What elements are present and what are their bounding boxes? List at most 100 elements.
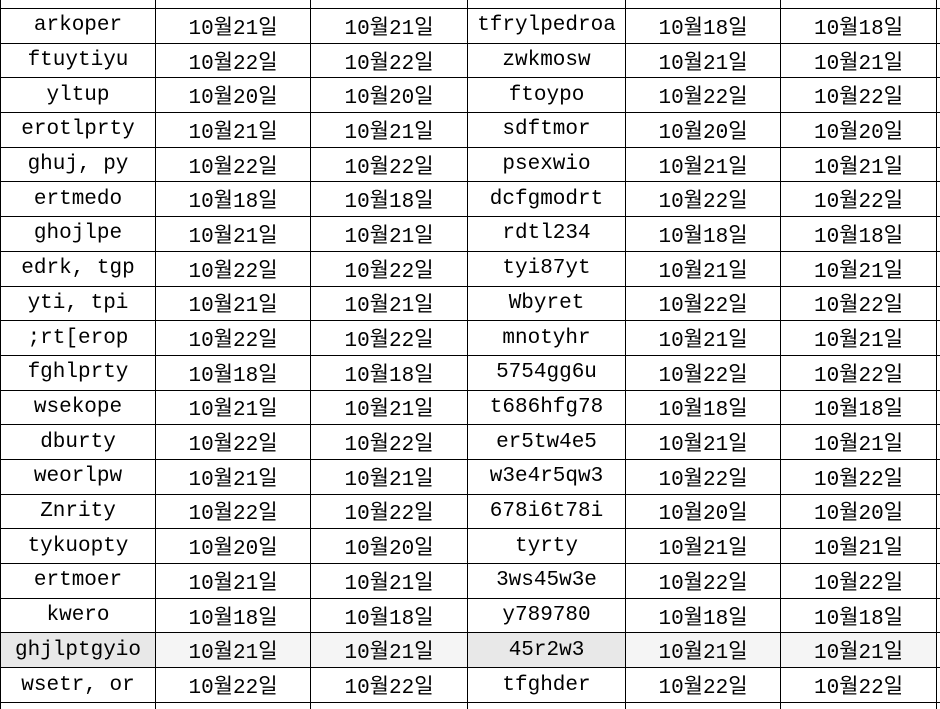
date-cell[interactable]: 10월22일 [625,667,781,703]
date-cell[interactable]: 10월21일 [780,146,937,183]
name-cell[interactable]: yti, tpi [0,285,156,322]
date-cell[interactable]: 10월21일 [310,632,468,669]
name-cell[interactable]: w3e4r5qw3 [467,458,626,495]
date-cell[interactable]: 10월18일 [625,597,781,634]
date-cell[interactable]: 10월22일 [155,42,311,79]
name-cell[interactable]: y789780 [467,597,626,634]
date-cell[interactable]: 10월22일 [780,77,937,114]
date-cell[interactable]: 10월21일 [310,389,468,426]
name-cell[interactable]: er5tw4e5 [467,424,626,460]
date-cell[interactable]: 10월20일 [625,493,781,530]
date-cell[interactable]: 10월21일 [155,216,311,252]
date-cell[interactable]: 10월22일 [780,667,937,703]
name-cell[interactable]: zwkmosw [467,42,626,79]
date-cell[interactable]: 10월20일 [155,528,311,564]
date-cell[interactable]: 10월21일 [625,42,781,79]
date-cell[interactable]: 10월18일 [155,181,311,218]
date-cell[interactable]: 10월22일 [155,320,311,356]
date-cell[interactable]: 10월20일 [625,112,781,148]
name-cell[interactable]: Wbyret [467,285,626,322]
date-cell[interactable]: 10월18일 [780,8,937,44]
name-cell[interactable]: 678i6t78i [467,493,626,530]
date-cell[interactable]: 10월20일 [780,493,937,530]
date-cell[interactable]: 10월22일 [310,320,468,356]
date-cell[interactable]: 10월21일 [310,458,468,495]
name-cell[interactable]: rdtl234 [467,216,626,252]
name-cell[interactable]: wsekope [0,389,156,426]
date-cell[interactable]: 10월22일 [780,285,937,322]
date-cell[interactable]: 10월21일 [155,112,311,148]
date-cell[interactable]: 10월22일 [155,493,311,530]
date-cell[interactable]: 10월21일 [310,285,468,322]
name-cell[interactable]: psexwio [467,146,626,183]
date-cell[interactable]: 10월18일 [780,597,937,634]
date-cell[interactable]: 10월21일 [625,320,781,356]
date-cell[interactable]: 10월20일 [780,112,937,148]
date-cell[interactable]: 10월22일 [625,563,781,599]
name-cell[interactable]: tyi87yt [467,250,626,287]
name-cell[interactable]: ghjlptgyio [0,632,156,669]
date-cell[interactable]: 10월22일 [780,563,937,599]
name-cell[interactable]: erotlprty [0,112,156,148]
date-cell[interactable]: 10월21일 [155,389,311,426]
date-cell[interactable]: 10월18일 [155,597,311,634]
name-cell[interactable]: 3ws45w3e [467,563,626,599]
date-cell[interactable]: 10월21일 [625,146,781,183]
name-cell[interactable]: sdftmor [467,112,626,148]
date-cell[interactable]: 10월21일 [625,632,781,669]
date-cell[interactable]: 10월21일 [780,424,937,460]
name-cell[interactable]: fghlprty [0,354,156,391]
name-cell[interactable]: dburty [0,424,156,460]
name-cell[interactable]: kwero [0,597,156,634]
date-cell[interactable]: 10월21일 [310,112,468,148]
date-cell[interactable]: 10월22일 [310,424,468,460]
name-cell[interactable]: ftuytiyu [0,42,156,79]
date-cell[interactable]: 10월22일 [625,77,781,114]
date-cell[interactable]: 10월21일 [780,528,937,564]
name-cell[interactable]: dcfgmodrt [467,181,626,218]
date-cell[interactable]: 10월22일 [155,667,311,703]
date-cell[interactable]: 10월22일 [780,181,937,218]
date-cell[interactable]: 10월22일 [310,667,468,703]
date-cell[interactable]: 10월22일 [780,458,937,495]
date-cell[interactable]: 10월21일 [780,632,937,669]
date-cell[interactable]: 10월21일 [625,528,781,564]
date-cell[interactable]: 10월21일 [155,632,311,669]
date-cell[interactable]: 10월21일 [155,8,311,44]
name-cell[interactable]: 45r2w3 [467,632,626,669]
date-cell[interactable]: 10월18일 [310,354,468,391]
name-cell[interactable]: ;rt[erop [0,320,156,356]
name-cell[interactable]: t686hfg78 [467,389,626,426]
date-cell[interactable]: 10월22일 [310,146,468,183]
date-cell[interactable]: 10월22일 [310,493,468,530]
name-cell[interactable]: 5754gg6u [467,354,626,391]
name-cell[interactable]: ertmedo [0,181,156,218]
date-cell[interactable]: 10월22일 [155,146,311,183]
date-cell[interactable]: 10월22일 [625,458,781,495]
date-cell[interactable]: 10월21일 [310,216,468,252]
date-cell[interactable]: 10월18일 [625,8,781,44]
date-cell[interactable]: 10월21일 [155,458,311,495]
name-cell[interactable]: Znrity [0,493,156,530]
date-cell[interactable]: 10월18일 [310,597,468,634]
date-cell[interactable]: 10월21일 [625,424,781,460]
name-cell[interactable]: tfrylpedroa [467,8,626,44]
date-cell[interactable]: 10월22일 [625,285,781,322]
date-cell[interactable]: 10월22일 [310,250,468,287]
date-cell[interactable]: 10월18일 [625,389,781,426]
date-cell[interactable]: 10월20일 [310,528,468,564]
date-cell[interactable]: 10월22일 [155,250,311,287]
name-cell[interactable]: weorlpw [0,458,156,495]
date-cell[interactable]: 10월21일 [780,250,937,287]
name-cell[interactable]: edrk, tgp [0,250,156,287]
name-cell[interactable]: arkoper [0,8,156,44]
date-cell[interactable]: 10월18일 [155,354,311,391]
date-cell[interactable]: 10월21일 [780,320,937,356]
date-cell[interactable]: 10월21일 [155,285,311,322]
name-cell[interactable]: tykuopty [0,528,156,564]
name-cell[interactable]: wsetr, or [0,667,156,703]
name-cell[interactable]: tyrty [467,528,626,564]
name-cell[interactable]: ghojlpe [0,216,156,252]
date-cell[interactable]: 10월21일 [310,563,468,599]
date-cell[interactable]: 10월18일 [310,181,468,218]
